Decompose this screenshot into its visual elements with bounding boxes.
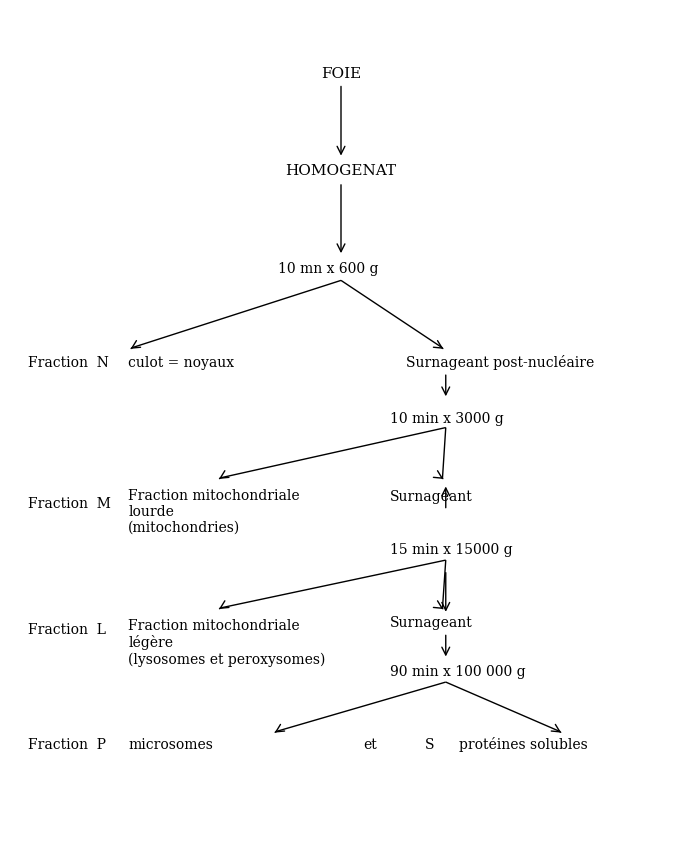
Text: Surnageant: Surnageant <box>390 616 473 629</box>
Text: Surnageant post-nucléaire: Surnageant post-nucléaire <box>406 355 595 370</box>
Text: 15 min x 15000 g: 15 min x 15000 g <box>390 543 513 556</box>
Text: Fraction  L: Fraction L <box>28 623 106 637</box>
Text: Fraction mitochondriale
légère
(lysosomes et peroxysomes): Fraction mitochondriale légère (lysosome… <box>128 618 325 667</box>
Text: Fraction  M: Fraction M <box>28 496 111 511</box>
Text: S: S <box>425 738 434 751</box>
Text: Fraction  N: Fraction N <box>28 356 109 369</box>
Text: 10 min x 3000 g: 10 min x 3000 g <box>390 412 504 426</box>
Text: et: et <box>364 738 377 751</box>
Text: Fraction mitochondriale
lourde
(mitochondries): Fraction mitochondriale lourde (mitochon… <box>128 489 300 535</box>
Text: protéines solubles: protéines solubles <box>459 737 588 752</box>
Text: culot = noyaux: culot = noyaux <box>128 356 235 369</box>
Text: HOMOGENAT: HOMOGENAT <box>286 164 396 179</box>
Text: Surnageant: Surnageant <box>390 490 473 504</box>
Text: microsomes: microsomes <box>128 738 213 751</box>
Text: 10 mn x 600 g: 10 mn x 600 g <box>278 262 378 276</box>
Text: FOIE: FOIE <box>321 67 361 80</box>
Text: Fraction  P: Fraction P <box>28 738 106 751</box>
Text: 90 min x 100 000 g: 90 min x 100 000 g <box>390 665 526 678</box>
